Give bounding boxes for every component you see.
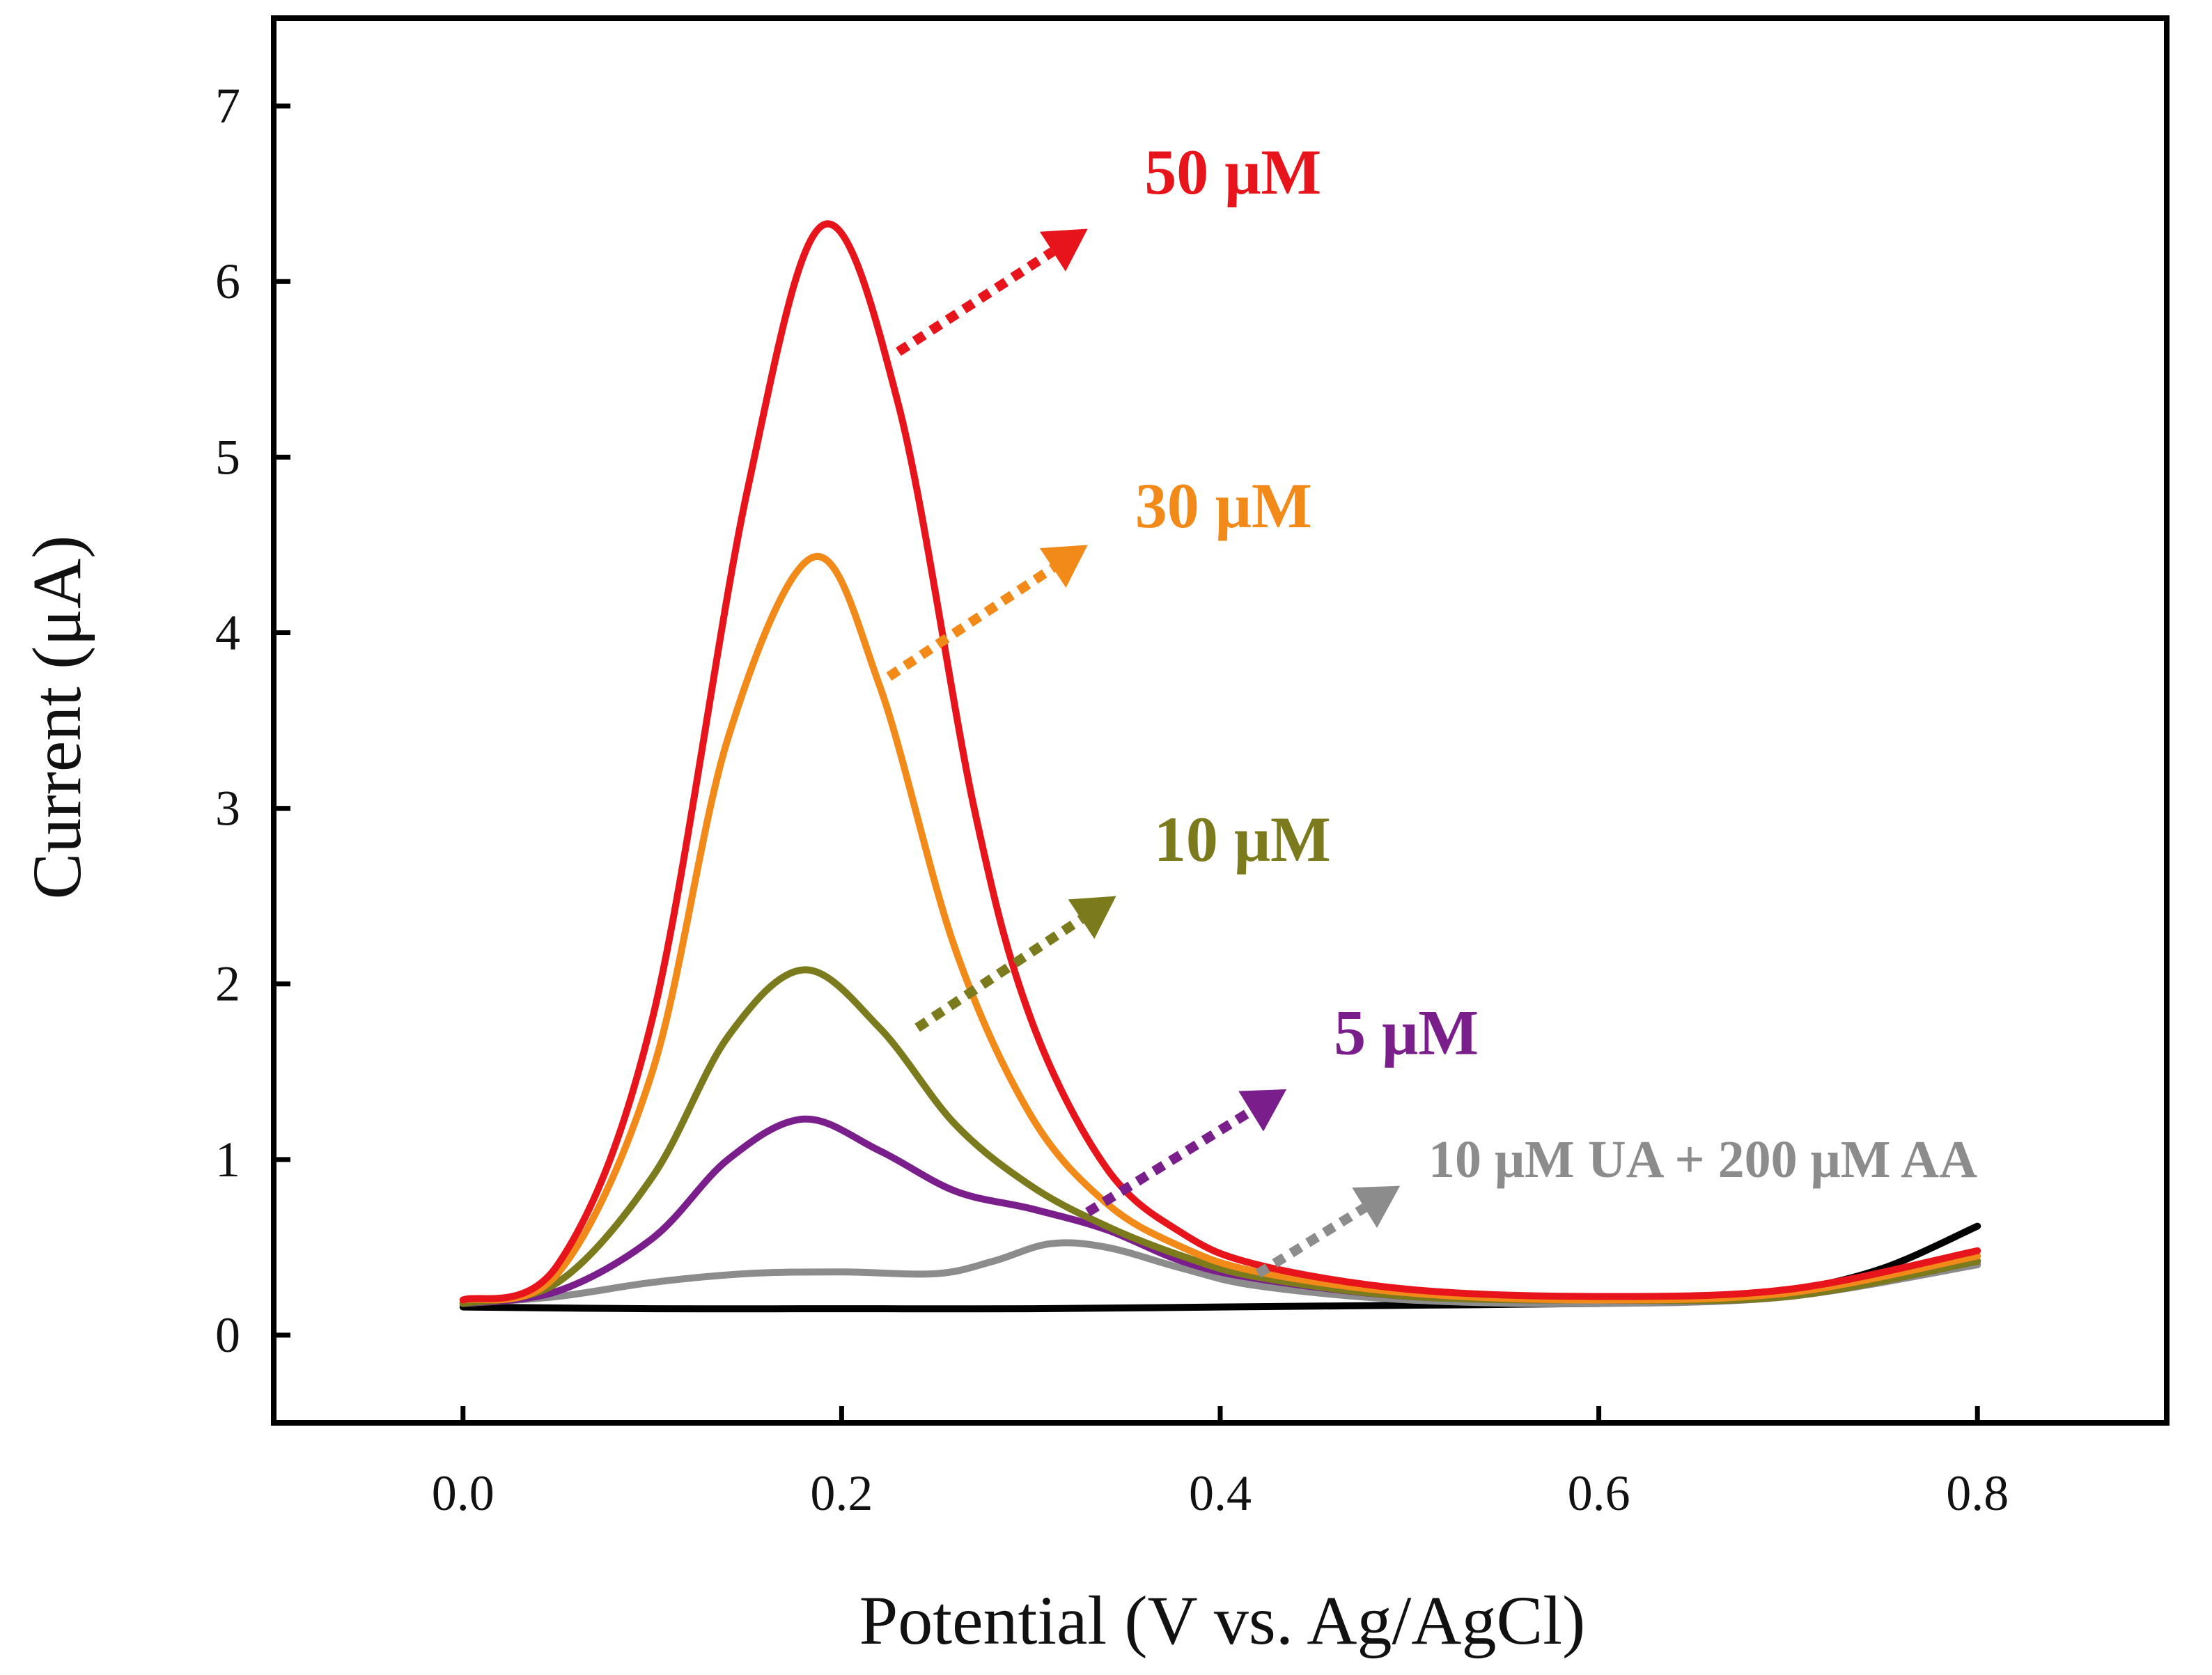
annotation-label: 10 μM xyxy=(1154,804,1331,875)
plot-frame xyxy=(271,15,2170,1426)
annotation-arrow xyxy=(896,247,1056,356)
y-axis: 0 1 2 3 4 5 6 7 xyxy=(215,78,290,1363)
annotation-label: 5 μM xyxy=(1334,997,1479,1068)
x-axis-title: Potential (V vs. Ag/AgCl) xyxy=(859,1582,1586,1659)
annotation-arrowhead xyxy=(1068,896,1116,940)
annotation-arrowhead xyxy=(1238,1089,1287,1132)
annotation-arrow xyxy=(1085,1107,1254,1217)
annotation-arrow xyxy=(886,563,1056,681)
annotation-label: 50 μM xyxy=(1144,137,1321,208)
annotation-label: 10 μM UA + 200 μM AA xyxy=(1428,1130,1977,1189)
series-line xyxy=(459,220,1981,1304)
x-tick-label: 0.2 xyxy=(810,1465,873,1521)
y-tick-label: 0 xyxy=(215,1307,240,1363)
x-tick-label: 0.6 xyxy=(1568,1465,1630,1521)
y-tick-label: 3 xyxy=(215,781,240,836)
x-tick-label: 0.0 xyxy=(432,1465,494,1521)
y-tick-label: 5 xyxy=(215,429,240,485)
x-tick-label: 0.4 xyxy=(1189,1465,1252,1521)
annotation-arrowhead xyxy=(1039,228,1088,272)
annotation-layer: 50 μM 30 μM 10 μM 5 μM 10 μM UA + 200 μM AA xyxy=(886,137,1977,1278)
annotation-arrowhead xyxy=(1039,545,1088,588)
y-axis-title: Current (μA) xyxy=(18,536,95,900)
series-layer xyxy=(459,220,1981,1313)
y-tick-label: 2 xyxy=(215,956,240,1012)
y-tick-label: 1 xyxy=(215,1132,240,1187)
annotation-label: 30 μM xyxy=(1135,470,1312,541)
x-axis: 0.0 0.2 0.4 0.6 0.8 xyxy=(432,1406,2009,1521)
x-tick-label: 0.8 xyxy=(1946,1465,2009,1521)
y-tick-label: 4 xyxy=(215,605,240,660)
y-tick-label: 6 xyxy=(215,254,240,309)
annotation-arrow xyxy=(914,914,1084,1032)
annotation-arrow xyxy=(1255,1203,1367,1278)
y-tick-label: 7 xyxy=(215,78,240,134)
annotation-arrowhead xyxy=(1352,1185,1401,1229)
